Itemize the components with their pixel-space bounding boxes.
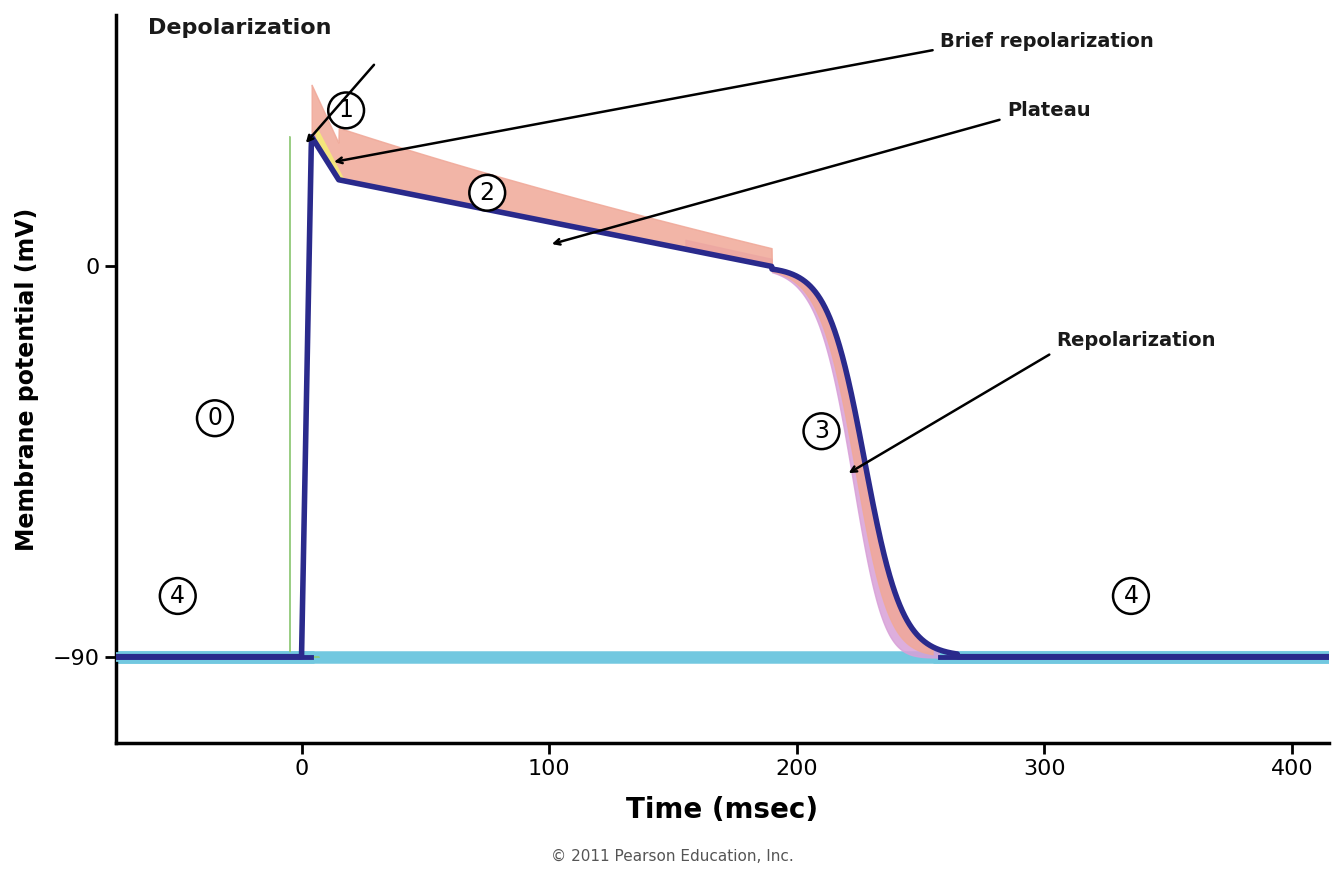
Text: 1: 1 [339, 99, 353, 122]
Text: 4: 4 [171, 584, 185, 608]
Y-axis label: Membrane potential (mV): Membrane potential (mV) [15, 208, 39, 551]
X-axis label: Time (msec): Time (msec) [626, 796, 818, 824]
Text: 4: 4 [1124, 584, 1138, 608]
Text: 2: 2 [480, 181, 495, 205]
Text: Brief repolarization: Brief repolarization [941, 31, 1154, 51]
Text: 3: 3 [814, 420, 829, 443]
Text: © 2011 Pearson Education, Inc.: © 2011 Pearson Education, Inc. [551, 849, 793, 864]
Text: Depolarization: Depolarization [148, 18, 332, 38]
Text: Repolarization: Repolarization [1056, 330, 1216, 350]
Text: 0: 0 [207, 406, 222, 430]
Text: Plateau: Plateau [1007, 101, 1091, 120]
